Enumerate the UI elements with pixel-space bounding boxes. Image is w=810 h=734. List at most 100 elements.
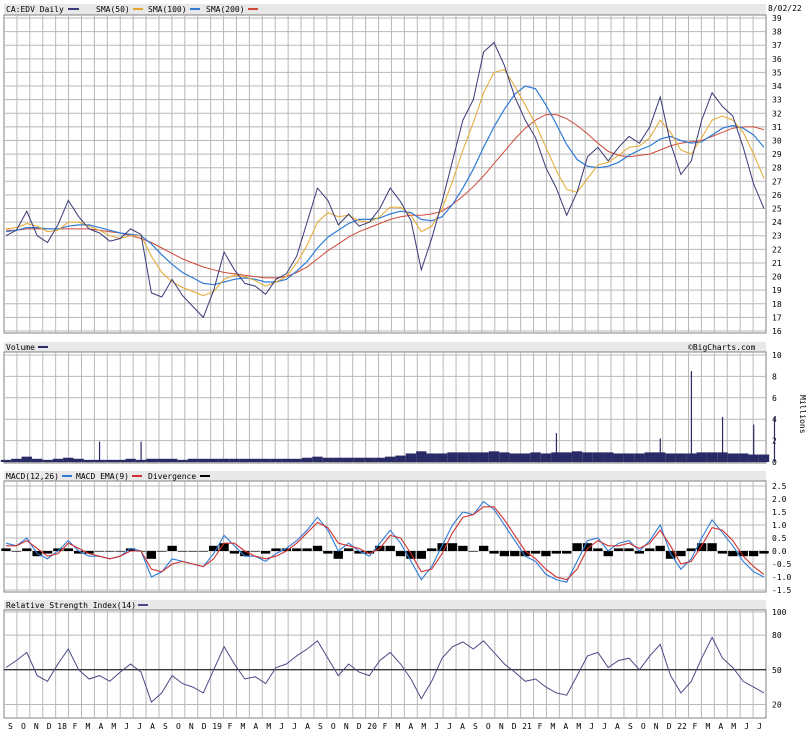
- x-tick-label: A: [98, 722, 103, 731]
- x-tick-label: 18: [57, 722, 67, 731]
- x-tick-label: S: [8, 722, 13, 731]
- divergence-bar: [115, 551, 125, 552]
- rsi-panel: Relative Strength Index(14) 20 50 80 100: [3, 600, 787, 719]
- sma100-line: [5, 85, 765, 286]
- macd-legend-swatch: [62, 475, 72, 477]
- y-tick-label: 27: [772, 177, 782, 186]
- macd-ema-line: [6, 506, 765, 581]
- x-tick-label: N: [34, 722, 39, 731]
- price-y-axis: 16 17 18 19 20 21 22 23 24 25 26 27 28 29 30 31 32 33 34 35…: [772, 14, 782, 336]
- sma200-legend-label: SMA(200): [206, 5, 245, 14]
- y-tick-label: 18: [772, 300, 782, 309]
- volume-bar: [187, 458, 199, 462]
- x-tick-label: A: [253, 722, 258, 731]
- divergence-bar: [63, 548, 73, 551]
- volume-bar: [42, 459, 53, 462]
- volume-bar: [499, 452, 510, 462]
- x-tick-label: J: [279, 722, 284, 731]
- divergence-bar: [11, 551, 22, 552]
- x-tick-label: M: [705, 722, 710, 731]
- divergence-bar: [177, 551, 188, 552]
- volume-bar: [0, 459, 12, 462]
- volume-bar: [447, 452, 458, 462]
- volume-bar: [457, 452, 469, 462]
- sma200-legend-swatch: [248, 8, 258, 10]
- rsi-y-axis: 20 50 80 100: [772, 608, 787, 709]
- volume-bar: [177, 459, 188, 462]
- y-tick-label: 17: [772, 313, 782, 322]
- divergence-bar: [157, 551, 167, 552]
- divergence-bar: [343, 548, 354, 551]
- y-tick-label: 25: [772, 205, 782, 214]
- x-tick-label: J: [434, 722, 439, 731]
- sma50-line: [5, 69, 765, 297]
- rsi-grid: [4, 610, 766, 718]
- x-tick-label: J: [137, 722, 142, 731]
- price-panel: CA:EDV Daily SMA(50) SMA(100) SMA(200) 8…: [3, 4, 802, 336]
- volume-bar: [405, 453, 417, 462]
- divergence-bar: [686, 548, 696, 551]
- volume-bar: [727, 453, 739, 462]
- y-tick-label: 1.0: [772, 521, 787, 530]
- divergence-bar: [520, 551, 530, 557]
- divergence-bar: [302, 548, 312, 551]
- divergence-bar: [655, 545, 665, 551]
- x-tick-label: A: [305, 722, 310, 731]
- y-tick-label: 50: [772, 666, 782, 675]
- x-tick-label: S: [318, 722, 323, 731]
- volume-y-axis: 0246810: [772, 351, 782, 467]
- x-tick-label: O: [176, 722, 181, 731]
- x-tick-label: M: [241, 722, 246, 731]
- divergence-bar: [84, 551, 94, 554]
- y-tick-label: 21: [772, 259, 782, 268]
- volume-bar: [270, 458, 282, 462]
- y-tick-label: 0.0: [772, 547, 787, 556]
- divergence-bar: [271, 548, 281, 551]
- divergence-bar: [125, 548, 136, 551]
- divergence-bar: [229, 551, 240, 554]
- y-tick-label: 20: [772, 700, 782, 709]
- volume-bar: [146, 458, 157, 462]
- x-tick-label: F: [538, 722, 543, 731]
- x-tick-label: M: [421, 722, 426, 731]
- x-axis-labels: S O N D 18 F M A M J J A S O N D 19 F M A M J J A S O N D 20 F M A M J J A S…: [8, 722, 762, 731]
- volume-bar: [239, 458, 251, 462]
- volume-spike: [555, 433, 558, 462]
- x-tick-label: F: [383, 722, 388, 731]
- x-tick-label: O: [21, 722, 26, 731]
- divergence-bar: [198, 551, 208, 552]
- macd-y-axis: -1.5 -1.0 -0.5 0.0 0.5 1.0 1.5 2.0 2.5: [772, 482, 791, 595]
- x-tick-label: M: [576, 722, 581, 731]
- divergence-bar: [53, 548, 63, 551]
- volume-bar: [31, 458, 43, 462]
- divergence-bar: [572, 543, 582, 551]
- volume-bar: [301, 457, 313, 462]
- volume-bar: [73, 458, 84, 462]
- divergence-bar: [323, 551, 333, 554]
- volume-bar: [436, 453, 448, 462]
- x-tick-label: N: [654, 722, 659, 731]
- volume-bar: [488, 451, 500, 462]
- volume-bar: [374, 457, 385, 462]
- volume-bar: [758, 454, 770, 462]
- volume-bar: [229, 458, 240, 462]
- sma100-legend-label: SMA(100): [148, 5, 187, 14]
- x-tick-label: M: [550, 722, 555, 731]
- divergence-bar: [219, 543, 229, 551]
- y-tick-label: 0: [772, 458, 777, 467]
- divergence-bar: [510, 551, 520, 557]
- volume-bar: [478, 452, 489, 462]
- macd-line: [5, 500, 765, 583]
- volume-bar: [156, 458, 167, 462]
- symbol-label: CA:EDV Daily: [6, 5, 64, 14]
- y-tick-label: 30: [772, 136, 782, 145]
- y-tick-label: 26: [772, 191, 782, 200]
- divergence-bar: [676, 551, 686, 557]
- volume-bar: [561, 452, 572, 462]
- y-tick-label: 36: [772, 55, 782, 64]
- volume-bar: [166, 458, 178, 462]
- macd-panel-header: [4, 471, 766, 481]
- divergence-bar: [541, 551, 551, 557]
- divergence-bar: [292, 548, 302, 551]
- divergence-bar: [748, 551, 759, 557]
